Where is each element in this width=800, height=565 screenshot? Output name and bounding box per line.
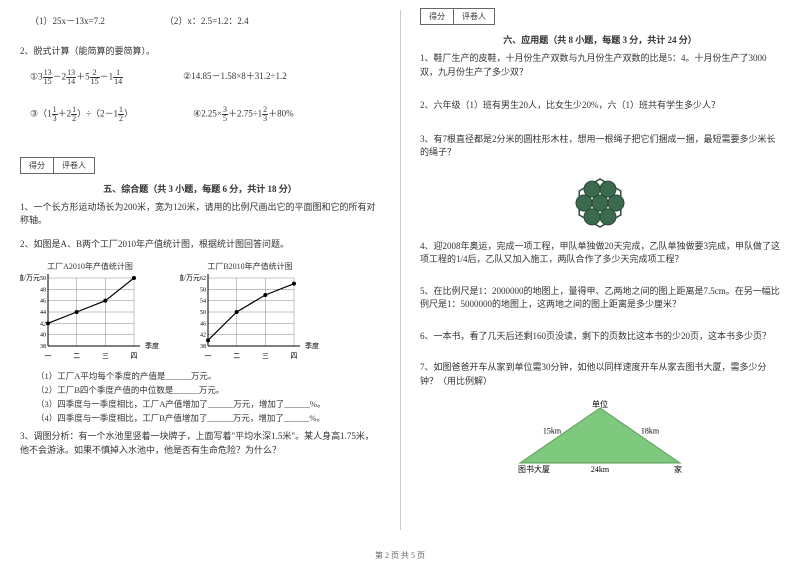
- svg-text:54: 54: [200, 299, 206, 305]
- svg-text:四: 四: [131, 352, 138, 360]
- svg-text:38: 38: [200, 344, 206, 350]
- q1-eq2: （2）x：2.5=1.2：2.4: [165, 14, 249, 27]
- q2-title: 2、脱式计算（能简算的要简算）。: [20, 45, 380, 59]
- grader-label: 评卷人: [454, 9, 494, 24]
- s5-q2-2: （2）工厂B四个季度产值的中位数是______万元。: [36, 384, 380, 396]
- q2-row2: ③（113＋212）÷（2－112） ④2.25×35＋2.75÷123＋80%: [30, 106, 380, 123]
- chart-a: 工厂A2010年产值统计图 产值/万元50 48 46 44 42 40 38 一 二 三 四季度: [20, 261, 160, 364]
- chart-b: 工厂B2010年产值统计图 产值/万元62 58 54 50 46 42 38 一 二 三 四季度: [180, 261, 320, 364]
- svg-text:三: 三: [262, 352, 269, 360]
- svg-text:50: 50: [200, 310, 206, 316]
- svg-text:季度: 季度: [305, 341, 319, 350]
- q1-equations: （1）25x－13x=7.2 （2）x：2.5=1.2：2.4: [30, 14, 380, 27]
- s6-q1: 1、鞋厂生产的皮鞋，十月份生产双数与九月份生产双数的比是5：4。十月份生产了30…: [420, 52, 780, 79]
- grader-label: 评卷人: [54, 158, 94, 173]
- s5-q3: 3、调图分析：有一个水池里竖着一块牌子，上面写着"平均水深1.5米"。某人身高1…: [20, 430, 380, 457]
- svg-text:图书大厦: 图书大厦: [518, 464, 550, 474]
- s5-q2-3: （3）四季度与一季度相比，工厂A产值增加了______万元，增加了______%…: [36, 398, 380, 410]
- q2-row1: ①31315－21314＋5215－1114 ②14.85－1.58×8＋31.…: [30, 69, 380, 86]
- s6-q2: 2、六年级（1）班有男生20人，比女生少20%，六（1）班共有学生多少人？: [420, 99, 780, 113]
- charts-row: 工厂A2010年产值统计图 产值/万元50484644424038一二三四季度 …: [20, 261, 380, 364]
- s6-q6: 6、一本书，看了几天后还剩160页没读，剩下的页数比这本书的少20页，这本书多少…: [420, 330, 780, 344]
- q2-eq1: ①31315－21314＋5215－1114: [30, 69, 123, 86]
- svg-text:24km: 24km: [591, 465, 610, 474]
- s5-q2-1: （1）工厂A平均每个季度的产值是______万元。: [36, 370, 380, 382]
- left-column: （1）25x－13x=7.2 （2）x：2.5=1.2：2.4 2、脱式计算（能…: [0, 0, 400, 540]
- svg-text:二: 二: [73, 352, 80, 360]
- svg-text:48: 48: [40, 287, 46, 293]
- svg-text:三: 三: [102, 352, 109, 360]
- score-label: 得分: [21, 158, 54, 173]
- s6-q3: 3、有7根直径都是2分米的圆柱形木柱，想用一根绳子把它们捆成一捆，最短需要多少米…: [420, 133, 780, 160]
- svg-text:一: 一: [205, 352, 212, 360]
- s5-q2-4: （4）四季度与一季度相比，工厂B产值增加了______万元，增加了______%…: [36, 412, 380, 424]
- svg-text:产值/万元: 产值/万元: [20, 273, 40, 282]
- svg-text:44: 44: [40, 310, 46, 316]
- svg-text:二: 二: [233, 352, 240, 360]
- svg-text:46: 46: [40, 299, 46, 305]
- svg-text:单位: 单位: [592, 399, 608, 409]
- score-box-5: 得分 评卷人: [20, 157, 95, 174]
- right-column: 得分 评卷人 六、应用题（共 8 小题，每题 3 分，共计 24 分） 1、鞋厂…: [400, 0, 800, 540]
- svg-text:四: 四: [291, 352, 298, 360]
- s6-q4: 4、迎2008年奥运，完成一项工程，甲队单独做20天完成，乙队单独做要3完成，甲…: [420, 240, 780, 267]
- score-label: 得分: [421, 9, 454, 24]
- triangle-diagram: 单位图书大厦 家 15km 18km 24km: [500, 398, 700, 480]
- svg-text:58: 58: [200, 287, 206, 293]
- svg-text:15km: 15km: [543, 427, 562, 436]
- q2-eq2: ②14.85－1.58×8＋31.2÷1.2: [183, 69, 287, 86]
- score-box-6: 得分 评卷人: [420, 8, 495, 25]
- chart-b-svg: 产值/万元62 58 54 50 46 42 38 一 二 三 四季度: [180, 272, 320, 362]
- q2-eq3: ③（113＋212）÷（2－112）: [30, 106, 133, 123]
- section-5-title: 五、综合题（共 3 小题，每题 6 分，共计 18 分）: [20, 182, 380, 195]
- svg-text:46: 46: [200, 321, 206, 327]
- page-footer: 第 2 页 共 5 页: [0, 550, 800, 561]
- chart-a-title: 工厂A2010年产值统计图: [20, 261, 160, 272]
- svg-text:家: 家: [674, 464, 682, 474]
- q2-eq4: ④2.25×35＋2.75÷123＋80%: [193, 106, 294, 123]
- svg-text:一: 一: [45, 352, 52, 360]
- svg-text:42: 42: [40, 321, 46, 327]
- circles-diagram: [565, 170, 635, 236]
- svg-text:38: 38: [40, 344, 46, 350]
- svg-text:42: 42: [200, 333, 206, 339]
- svg-text:18km: 18km: [641, 427, 660, 436]
- s6-q5: 5、在比例尺是1：2000000的地图上，量得甲、乙两地之间的图上距离是7.5c…: [420, 285, 780, 312]
- svg-text:50: 50: [40, 276, 46, 282]
- s5-q2: 2、如图是A、B两个工厂2010年产值统计图，根据统计图回答问题。: [20, 238, 380, 252]
- section-6-title: 六、应用题（共 8 小题，每题 3 分，共计 24 分）: [420, 33, 780, 46]
- q1-eq1: （1）25x－13x=7.2: [30, 14, 105, 27]
- s5-q1: 1、一个长方形运动场长为200米，宽为120米，请用的比例尺画出它的平面图和它的…: [20, 201, 380, 228]
- svg-text:62: 62: [200, 276, 206, 282]
- chart-b-title: 工厂B2010年产值统计图: [180, 261, 320, 272]
- column-divider: [400, 10, 401, 530]
- svg-text:40: 40: [40, 333, 46, 339]
- s6-q7: 7、如图爸爸开车从家到单位需30分钟，如他以同样速度开车从家去图书大厦，需多少分…: [420, 361, 780, 388]
- chart-a-svg: 产值/万元50 48 46 44 42 40 38 一 二 三 四季度: [20, 272, 160, 362]
- svg-text:产值/万元: 产值/万元: [180, 273, 200, 282]
- svg-text:季度: 季度: [145, 341, 159, 350]
